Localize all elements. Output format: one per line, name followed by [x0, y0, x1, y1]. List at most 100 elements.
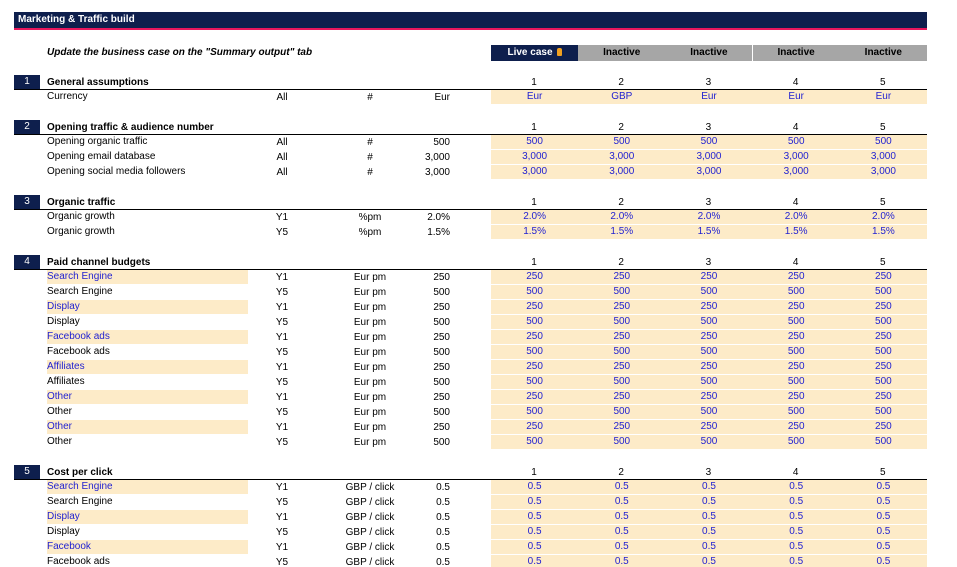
case-value: 0.5: [752, 540, 840, 554]
case-value: 3,000: [752, 150, 840, 164]
row-label: Display: [47, 526, 80, 537]
case-value: 3,000: [665, 165, 753, 179]
section-number: 4: [14, 255, 40, 269]
base-value: 250: [433, 332, 450, 343]
section-number: 5: [14, 465, 40, 479]
unit: Eur pm: [353, 272, 387, 283]
case-number: 3: [705, 122, 712, 133]
case-number: 2: [618, 197, 624, 208]
case-value: 0.5: [752, 525, 840, 539]
unit: Eur pm: [353, 437, 387, 448]
base-value: 0.5: [436, 512, 450, 523]
case-value: 250: [752, 420, 840, 434]
case-value: 3,000: [665, 150, 753, 164]
inactive-case-header: Inactive: [752, 45, 840, 61]
case-value: Eur: [752, 90, 840, 104]
case-value: 500: [578, 285, 666, 299]
case-number: 4: [792, 257, 799, 268]
base-value: 0.5: [436, 527, 450, 538]
section-title: General assumptions: [47, 77, 149, 88]
case-value: 500: [665, 135, 753, 149]
case-value: 0.5: [491, 525, 579, 539]
case-value: 500: [491, 315, 579, 329]
section-underline: [14, 209, 927, 210]
case-value: 500: [491, 135, 579, 149]
scope: Y1: [275, 332, 289, 343]
section-underline: [14, 269, 927, 270]
case-value: 2.0%: [752, 210, 840, 224]
case-number: 2: [618, 122, 624, 133]
unit: Eur pm: [353, 362, 387, 373]
case-value: 500: [491, 285, 579, 299]
case-value: 250: [491, 330, 579, 344]
case-number: 5: [880, 197, 886, 208]
case-value: 250: [665, 330, 753, 344]
case-value: 500: [752, 435, 840, 449]
case-value: 250: [491, 270, 579, 284]
case-value: 250: [578, 330, 666, 344]
scope: Y5: [275, 317, 289, 328]
inactive-case-header: Inactive: [578, 45, 666, 61]
case-value: 500: [665, 345, 753, 359]
case-value: 500: [491, 405, 579, 419]
base-value: 0.5: [436, 557, 450, 567]
case-value: 500: [578, 345, 666, 359]
case-value: 500: [491, 375, 579, 389]
case-value: 250: [752, 270, 840, 284]
unit: Eur pm: [353, 317, 387, 328]
case-value: 500: [578, 135, 666, 149]
case-number: 5: [880, 77, 886, 88]
case-value: 3,000: [491, 165, 579, 179]
base-value: 500: [433, 137, 450, 148]
inactive-case-header: Inactive: [839, 45, 927, 61]
base-value: 250: [433, 392, 450, 403]
base-value: 0.5: [436, 497, 450, 508]
scope: All: [276, 137, 288, 148]
case-number: 4: [792, 77, 799, 88]
unit: Eur pm: [353, 347, 387, 358]
case-value: 1.5%: [839, 225, 927, 239]
section-title: Cost per click: [47, 467, 113, 478]
unit: Eur pm: [353, 302, 387, 313]
case-number: 3: [705, 467, 712, 478]
case-value: 250: [752, 300, 840, 314]
scope: Y1: [275, 422, 289, 433]
case-value: 500: [839, 345, 927, 359]
row-label: Other: [47, 390, 248, 404]
unit: Eur pm: [353, 377, 387, 388]
scope: All: [276, 167, 288, 178]
row-label: Facebook: [47, 540, 248, 554]
row-label: Search Engine: [47, 270, 248, 284]
case-number: 2: [618, 77, 624, 88]
section-title: Paid channel budgets: [47, 257, 151, 268]
case-value: 0.5: [752, 510, 840, 524]
unit: %pm: [358, 212, 382, 223]
case-value: 250: [839, 390, 927, 404]
base-value: 250: [433, 302, 450, 313]
base-value: 250: [433, 272, 450, 283]
row-label: Facebook ads: [47, 556, 110, 567]
case-value: 0.5: [665, 555, 753, 567]
case-value: 0.5: [491, 480, 579, 494]
unit: #: [367, 152, 373, 163]
case-value: 0.5: [491, 510, 579, 524]
unit: Eur pm: [353, 422, 387, 433]
case-value: 500: [752, 315, 840, 329]
unit: Eur pm: [353, 407, 387, 418]
scope: Y1: [275, 272, 289, 283]
case-value: 500: [752, 405, 840, 419]
case-value: 0.5: [665, 510, 753, 524]
case-value: 500: [578, 375, 666, 389]
case-value: 250: [578, 390, 666, 404]
case-value: 500: [665, 435, 753, 449]
hand-icon: [556, 48, 562, 56]
case-number: 3: [705, 257, 712, 268]
case-value: 500: [752, 285, 840, 299]
unit: #: [367, 92, 373, 103]
case-value: 1.5%: [491, 225, 579, 239]
scope: Y1: [275, 212, 289, 223]
case-value: 3,000: [491, 150, 579, 164]
case-value: 250: [752, 390, 840, 404]
case-value: 250: [665, 360, 753, 374]
case-value: 250: [491, 300, 579, 314]
